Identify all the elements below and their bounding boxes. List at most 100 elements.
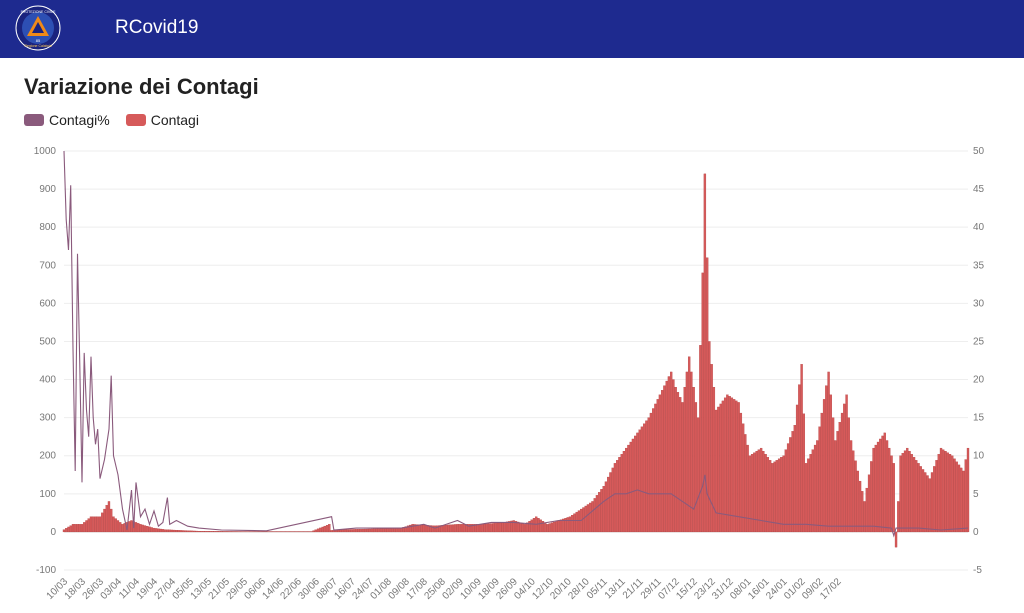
right-tick-label: 15 (973, 413, 985, 424)
contagi-bar (611, 467, 614, 533)
app-title[interactable]: RCovid19 (115, 17, 199, 38)
contagi-bar (420, 524, 423, 533)
contagi-bar (476, 524, 479, 533)
contagi-bar (897, 501, 900, 533)
contagi-bar (429, 525, 432, 533)
contagi-bar (874, 444, 877, 533)
contagi-bar (510, 520, 513, 533)
contagi-bar (76, 524, 79, 533)
contagi-bar (894, 531, 898, 548)
contagi-bar (656, 399, 659, 533)
right-tick-label: 25 (973, 336, 985, 347)
contagi-bar (562, 518, 565, 533)
contagi-bar (415, 524, 419, 533)
contagi-bar (962, 470, 965, 533)
contagi-bar (218, 531, 221, 533)
contagi-bar (678, 397, 682, 533)
contagi-bar (101, 512, 104, 533)
contagi-bar (188, 530, 192, 533)
contagi-bar (130, 520, 133, 533)
contagi-bar (316, 528, 320, 533)
contagi-bar (714, 409, 718, 533)
right-tick-label: -5 (973, 565, 982, 576)
contagi-bar (337, 529, 340, 533)
contagi-bar (661, 390, 664, 533)
right-tick-label: 35 (973, 260, 985, 271)
contagi-bar (370, 528, 374, 533)
contagi-bar (638, 429, 641, 533)
legend-label: Contagi% (49, 112, 110, 128)
contagi-bar (575, 511, 578, 533)
contagi-bar (937, 454, 940, 533)
contagi-bar (831, 417, 835, 533)
contagi-bar (96, 516, 99, 533)
contagi-bar (744, 434, 747, 533)
contagi-bar (935, 460, 938, 533)
contagi-bar (209, 531, 212, 533)
contagi-bar (586, 504, 590, 533)
contagi-bar (499, 522, 502, 533)
contagi-bar (728, 396, 731, 533)
contagi-bar (224, 531, 228, 533)
legend-item-contagi-percent[interactable]: Contagi% (24, 112, 110, 128)
contagi-bar (350, 529, 354, 533)
contagi-bar (676, 392, 680, 533)
contagi-bar (755, 451, 758, 533)
contagi-bar (449, 524, 452, 533)
contagi-bar (456, 524, 459, 533)
contagi-bar (501, 522, 504, 533)
contagi-bar (627, 444, 630, 533)
legend-swatch (24, 114, 44, 126)
contagi-bar (852, 450, 855, 533)
contagi-bar (919, 466, 922, 533)
left-tick-label: 300 (39, 413, 56, 424)
contagi-bar (110, 508, 113, 533)
page-title: Variazione dei Contagi (24, 74, 259, 99)
contagi-bar (184, 530, 187, 533)
contagi-bar (469, 524, 473, 533)
contagi-bar (323, 525, 327, 533)
contagi-bar (119, 522, 122, 533)
contagi-bar (83, 522, 86, 533)
contagi-bar (123, 523, 126, 533)
contagi-bar (584, 505, 587, 533)
contagi-bar (822, 399, 826, 533)
contagi-bar (872, 447, 875, 533)
contagi-bar (92, 516, 95, 533)
contagi-bar (739, 412, 743, 533)
contagi-bar (665, 380, 668, 533)
contagi-bar (438, 525, 441, 533)
contagi-bar (782, 455, 785, 533)
contagi-bar (384, 528, 387, 533)
contagi-bar (553, 521, 556, 533)
legend-item-contagi[interactable]: Contagi (125, 112, 199, 128)
left-tick-label: 100 (39, 489, 56, 500)
contagi-bar (777, 458, 781, 533)
contagi-bar (818, 426, 821, 533)
contagi-bar (786, 443, 790, 533)
left-tick-label: 500 (39, 336, 56, 347)
contagi-bar (364, 528, 367, 533)
contagi-bar (903, 450, 907, 533)
contagi-bar (595, 495, 599, 533)
contagi-bar (339, 529, 342, 533)
contagi-bar (404, 526, 407, 533)
contagi-bar (766, 457, 770, 533)
contagi-bar (775, 460, 779, 533)
left-tick-label: 400 (39, 375, 56, 386)
right-tick-label: 20 (973, 375, 985, 386)
contagi-bar (829, 394, 832, 533)
contagi-bar (330, 530, 333, 533)
contagi-bar (211, 531, 214, 533)
contagi-bar (879, 438, 882, 533)
contagi-bar (670, 371, 673, 533)
contagi-bar (683, 387, 686, 533)
contagi-bar (735, 400, 738, 533)
contagi-bar (703, 173, 707, 533)
contagi-bar (200, 531, 203, 533)
logo-number: 85 (36, 38, 41, 43)
contagi-bar (942, 449, 945, 533)
contagi-bar (618, 457, 621, 533)
contagi-bar (355, 529, 358, 533)
protezione-civile-logo[interactable]: PROTEZIONE CIVILE 85 Regione Calabria (15, 5, 61, 51)
